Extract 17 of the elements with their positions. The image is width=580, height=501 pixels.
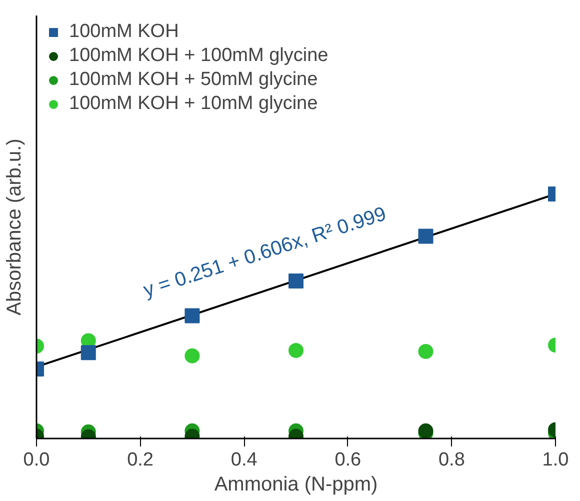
point [184, 348, 200, 364]
legend-label: 100mM KOH + 10mM glycine [69, 93, 318, 115]
y-axis-title: Absorbance (arb.u.) [4, 138, 26, 316]
x-tick-label: 0.6 [334, 450, 362, 470]
x-tick-label: 0.8 [438, 450, 465, 470]
x-tick-label: 0.0 [23, 450, 50, 470]
x-tick-label: 0.2 [127, 450, 154, 470]
x-tick-label: 1.0 [542, 450, 569, 470]
annotation: y = 0.251 + 0.606x, R² 0.999 [140, 202, 389, 302]
legend-label: 100mM KOH + 50mM glycine [69, 69, 318, 91]
point [184, 308, 200, 324]
x-axis-title: Ammonia (N-ppm) [214, 474, 378, 496]
point [288, 274, 304, 289]
point [288, 342, 304, 358]
legend-label: 100mM KOH [69, 21, 179, 43]
x-tick-label: 0.4 [230, 450, 258, 470]
legend-label: 100mM KOH + 100mM glycine [69, 45, 328, 67]
